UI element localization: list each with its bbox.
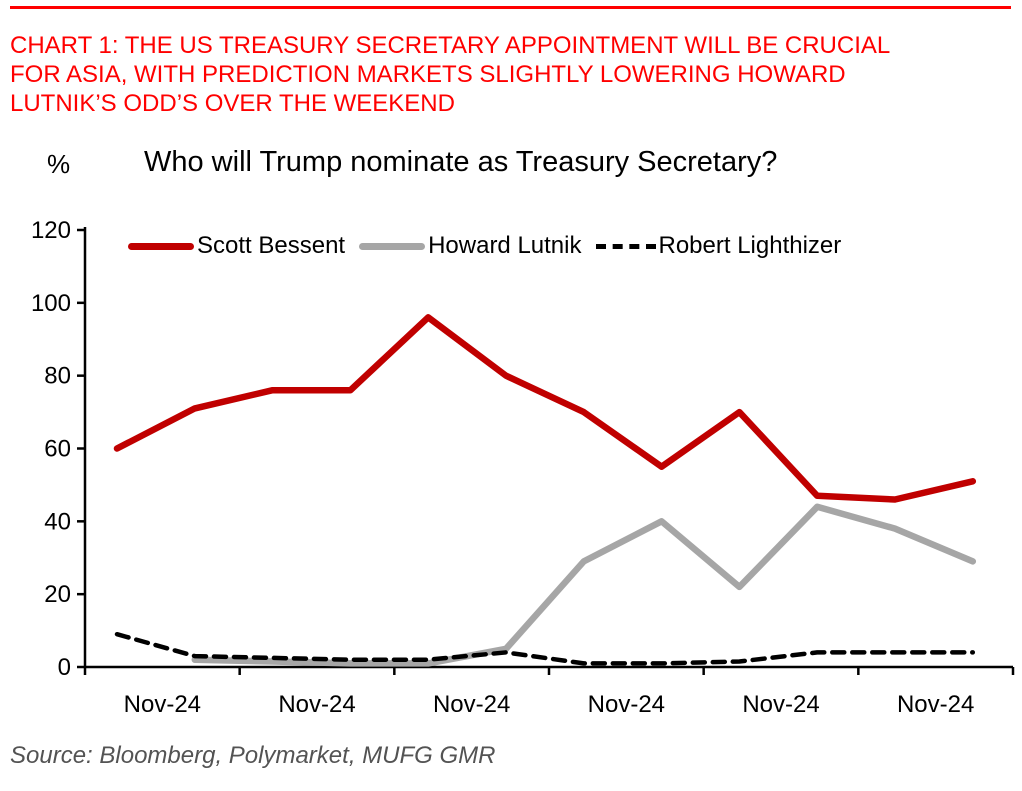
headline-line-2: FOR ASIA, WITH PREDICTION MARKETS SLIGHT… xyxy=(10,61,846,88)
svg-text:Nov-24: Nov-24 xyxy=(278,691,355,718)
svg-text:Nov-24: Nov-24 xyxy=(433,691,510,718)
svg-text:Nov-24: Nov-24 xyxy=(742,691,819,718)
legend-item-robert-lighthizer: Robert Lighthizer xyxy=(595,232,842,260)
legend-label-scott-bessent: Scott Bessent xyxy=(197,232,346,259)
chart-title: Who will Trump nominate as Treasury Secr… xyxy=(144,146,778,178)
chart-legend: Scott Bessent Howard Lutnik Robert Light… xyxy=(128,232,841,260)
legend-item-scott-bessent: Scott Bessent xyxy=(128,232,345,260)
svg-text:60: 60 xyxy=(44,436,71,463)
legend-item-howard-lutnik: Howard Lutnik xyxy=(359,232,582,260)
svg-text:20: 20 xyxy=(44,581,71,608)
headline-line-1: CHART 1: THE US TREASURY SECRETARY APPOI… xyxy=(10,32,891,59)
y-axis-unit-label: % xyxy=(47,149,71,179)
source-note: Source: Bloomberg, Polymarket, MUFG GMR xyxy=(10,742,496,769)
legend-label-robert-lighthizer: Robert Lighthizer xyxy=(658,232,842,259)
svg-text:Nov-24: Nov-24 xyxy=(588,691,665,718)
svg-text:40: 40 xyxy=(44,508,71,535)
top-rule xyxy=(10,6,1011,9)
headline-line-3: LUTNIK’S ODD’S OVER THE WEEKEND xyxy=(10,90,455,117)
svg-text:0: 0 xyxy=(58,654,71,681)
svg-text:Nov-24: Nov-24 xyxy=(124,691,201,718)
svg-text:100: 100 xyxy=(31,290,71,317)
legend-swatch-howard-lutnik xyxy=(359,242,426,250)
legend-label-howard-lutnik: Howard Lutnik xyxy=(428,232,582,259)
svg-text:Nov-24: Nov-24 xyxy=(897,691,974,718)
report-headline: CHART 1: THE US TREASURY SECRETARY APPOI… xyxy=(10,31,1020,118)
svg-text:120: 120 xyxy=(31,217,71,244)
svg-text:80: 80 xyxy=(44,363,71,390)
legend-swatch-robert-lighthizer xyxy=(595,243,656,249)
legend-swatch-scott-bessent xyxy=(128,242,194,250)
